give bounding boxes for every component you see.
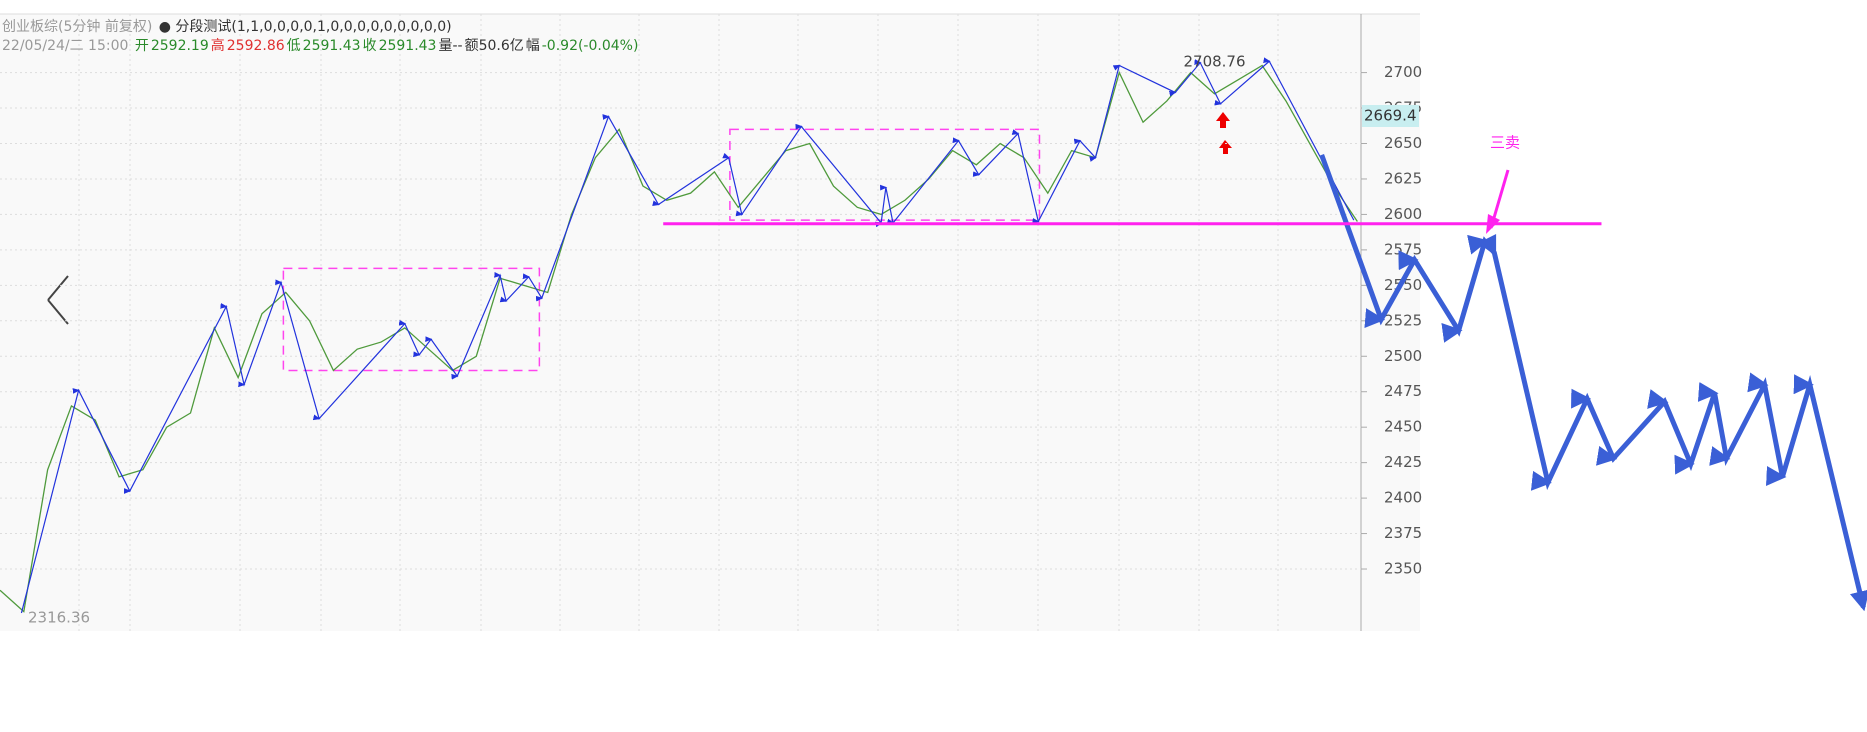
quote-item: 2592.86 (226, 38, 285, 54)
y-tick-label: 2425 (1384, 453, 1422, 471)
y-tick-label: 2375 (1384, 524, 1422, 542)
header-indicator: ● 分段测试(1,1,0,0,0,0,1,0,0,0,0,0,0,0,0,0) (158, 19, 452, 35)
peak-label: 2708.76 (1183, 53, 1245, 71)
quote-item: 高 (210, 38, 225, 54)
quote-item: 开 (134, 38, 149, 54)
header-line-1: 创业板综(5分钟 前复权) ● 分段测试(1,1,0,0,0,0,1,0,0,0… (2, 16, 456, 36)
current-price-label: 2669.4 (1364, 106, 1417, 124)
y-tick-label: 2575 (1384, 240, 1422, 258)
y-tick-label: 2500 (1384, 347, 1422, 365)
current-price-box (1362, 104, 1419, 127)
quote-item: 量-- (438, 38, 463, 54)
y-tick-label: 2450 (1384, 418, 1422, 436)
low-label: 2316.36 (28, 609, 90, 627)
y-tick-label: 2350 (1384, 560, 1422, 578)
y-tick-label: 2625 (1384, 169, 1422, 187)
y-tick-label: 2650 (1384, 134, 1422, 152)
quote-item: 幅 (525, 38, 540, 54)
zigzag-line (20, 57, 1355, 614)
sell-label: 三卖 (1490, 134, 1520, 152)
header-datetime: 22/05/24/二 15:00 (2, 38, 129, 54)
projection-line (1319, 154, 1867, 612)
y-tick-label: 2600 (1384, 205, 1422, 223)
indicator-text: 分段测试(1,1,0,0,0,0,1,0,0,0,0,0,0,0,0,0) (175, 19, 452, 35)
y-tick-label: 2700 (1384, 63, 1422, 81)
quote-item: 2591.43 (378, 38, 437, 54)
quote-item: 低 (286, 38, 301, 54)
quote-item: 收 (362, 38, 377, 54)
quote-item: 2591.43 (302, 38, 361, 54)
y-tick-label: 2525 (1384, 311, 1422, 329)
header-title: 创业板综(5分钟 前复权) (2, 19, 153, 35)
plot-background (0, 14, 1420, 631)
quote-item: 2592.19 (150, 38, 209, 54)
quote-item: -0.92(-0.04%) (541, 38, 639, 54)
y-tick-label: 2400 (1384, 489, 1422, 507)
quote-item: 额50.6亿 (464, 38, 524, 54)
y-tick-label: 2475 (1384, 382, 1422, 400)
header-line-2: 22/05/24/二 15:00 开 2592.19 高 2592.86 低 2591.4… (2, 35, 640, 55)
back-arrow[interactable] (47, 275, 69, 325)
